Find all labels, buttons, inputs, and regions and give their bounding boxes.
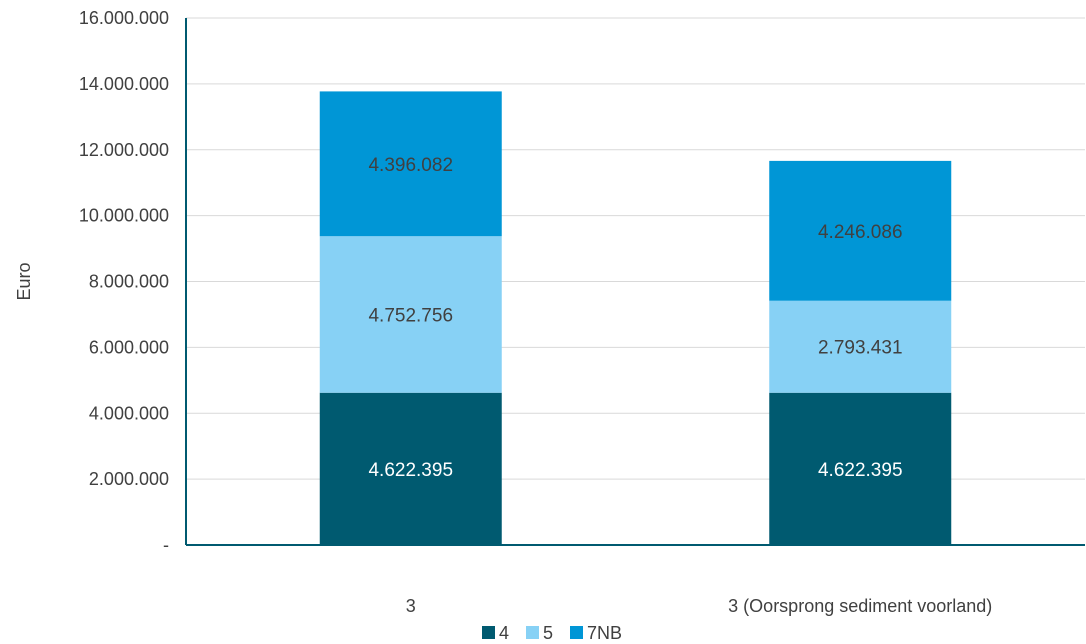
legend-swatch-7nb [570, 626, 583, 639]
legend-label: 4 [499, 623, 509, 643]
data-label: 2.793.431 [818, 338, 903, 359]
x-category-label: 3 (Oorsprong sediment voorland) [728, 596, 992, 616]
y-tick-label: 10.000.000 [79, 206, 169, 226]
y-tick-label: 14.000.000 [79, 74, 169, 94]
legend-swatch-5 [526, 626, 539, 639]
bar-segment-4 [769, 392, 952, 545]
x-category-label: 3 [406, 596, 416, 616]
bar-segment-7nb [769, 160, 952, 301]
legend-label: 5 [543, 623, 553, 643]
y-tick-label: 4.000.000 [89, 403, 169, 423]
y-tick-label: 2.000.000 [89, 469, 169, 489]
y-tick-label: 12.000.000 [79, 140, 169, 160]
bar-segment-4 [319, 392, 502, 545]
y-tick-label: 16.000.000 [79, 8, 169, 28]
bar-segment-5 [769, 300, 952, 393]
y-tick-label: 8.000.000 [89, 272, 169, 292]
y-tick-label: - [163, 535, 169, 555]
data-label: 4.246.086 [818, 222, 903, 243]
data-label: 4.752.756 [368, 305, 453, 326]
data-label: 4.396.082 [368, 155, 453, 176]
data-label: 4.622.395 [368, 460, 453, 481]
bar-segment-5 [319, 236, 502, 393]
bar-segment-7nb [319, 91, 502, 237]
data-label: 4.622.395 [818, 460, 903, 481]
legend-swatch-4 [482, 626, 495, 639]
y-tick-label: 6.000.000 [89, 337, 169, 357]
legend-label: 7NB [587, 623, 622, 643]
y-axis-label: Euro [14, 262, 34, 300]
